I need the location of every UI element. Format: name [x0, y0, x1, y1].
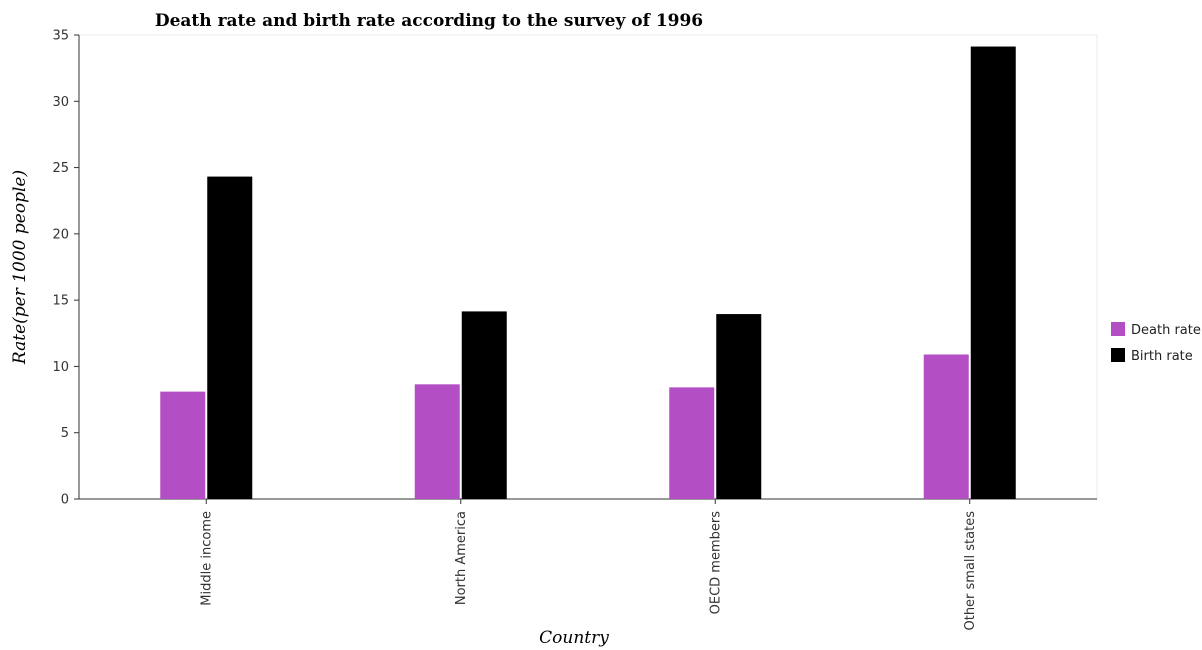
- x-axis-title: Country: [539, 628, 609, 648]
- bar-birth-rate: [970, 46, 1016, 499]
- y-tick-label: 10: [52, 360, 69, 375]
- x-tick-label: North America: [454, 511, 469, 605]
- y-tick-label: 30: [52, 95, 69, 110]
- bar-birth-rate: [461, 311, 507, 499]
- x-tick-label: Middle income: [199, 511, 214, 606]
- y-tick-label: 15: [52, 294, 69, 309]
- x-tick-label: OECD members: [708, 511, 723, 615]
- legend-swatch: [1111, 322, 1125, 336]
- legend-swatch: [1111, 348, 1125, 362]
- bar-birth-rate: [207, 176, 253, 499]
- legend-label: Death rate: [1131, 323, 1201, 338]
- y-tick-label: 25: [52, 161, 69, 176]
- bar-death-rate: [669, 387, 715, 499]
- chart-title: Death rate and birth rate according to t…: [155, 11, 703, 31]
- y-axis-title: Rate(per 1000 people): [10, 170, 30, 365]
- y-tick-label: 35: [52, 29, 69, 44]
- y-tick-label: 20: [52, 227, 69, 242]
- bar-birth-rate: [716, 314, 762, 499]
- bar-death-rate: [923, 354, 969, 499]
- bar-death-rate: [160, 391, 206, 499]
- y-tick-label: 5: [61, 426, 69, 441]
- y-tick-label: 0: [61, 493, 69, 508]
- legend-label: Birth rate: [1131, 349, 1193, 364]
- bar-death-rate: [414, 384, 460, 499]
- legend: Death rate Birth rate: [1111, 322, 1201, 364]
- plot-area: 0 5 10 15 20 25 30 35 Middle income North America…: [52, 29, 1098, 631]
- x-tick-label: Other small states: [963, 511, 978, 631]
